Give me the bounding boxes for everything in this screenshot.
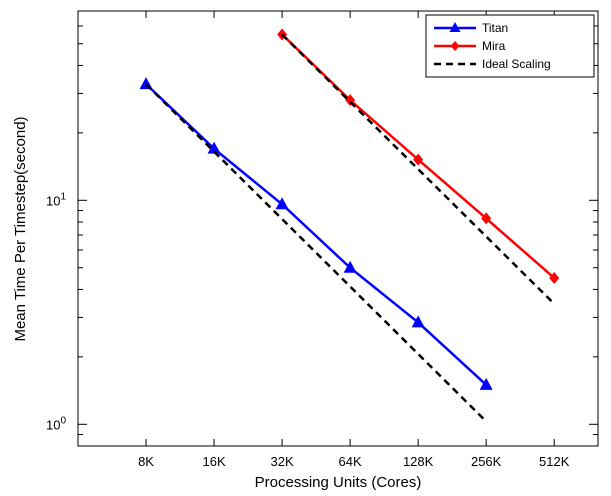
legend: Titan Mira Ideal Scaling xyxy=(425,14,595,78)
legend-label: Mira xyxy=(482,39,506,53)
legend-label: Ideal Scaling xyxy=(482,57,551,71)
legend-label: Titan xyxy=(482,21,508,35)
data-point xyxy=(413,153,424,166)
x-tick-label: 8K xyxy=(138,454,154,469)
data-point xyxy=(207,141,221,154)
x-tick-label: 32K xyxy=(271,454,294,469)
y-tick-label: 101 xyxy=(46,191,66,208)
y-axis-label: Mean Time Per Timestep(second) xyxy=(12,116,29,341)
x-tick-label: 16K xyxy=(202,454,225,469)
ticks-layer: 8K 16K 32K 64K 128K 256K 512K 100 101 xyxy=(46,10,598,469)
legend-marker xyxy=(449,22,461,32)
data-point xyxy=(481,212,492,225)
plot-area xyxy=(77,10,599,447)
ideal-scaling-line xyxy=(145,83,488,423)
x-axis-label: Processing Units (Cores) xyxy=(255,474,422,491)
data-point xyxy=(479,377,493,390)
ideal-scaling-line xyxy=(281,33,556,305)
data-point xyxy=(411,315,425,328)
x-tick-label: 256K xyxy=(471,454,502,469)
data-point xyxy=(343,260,357,273)
x-tick-label: 64K xyxy=(339,454,362,469)
legend-marker xyxy=(450,41,460,51)
series-layer xyxy=(139,28,560,423)
data-point xyxy=(549,271,560,284)
y-tick-label: 100 xyxy=(46,415,66,432)
series-line-titan xyxy=(145,83,488,386)
x-tick-label: 128K xyxy=(403,454,434,469)
data-point xyxy=(275,197,289,210)
x-tick-label: 512K xyxy=(539,454,570,469)
